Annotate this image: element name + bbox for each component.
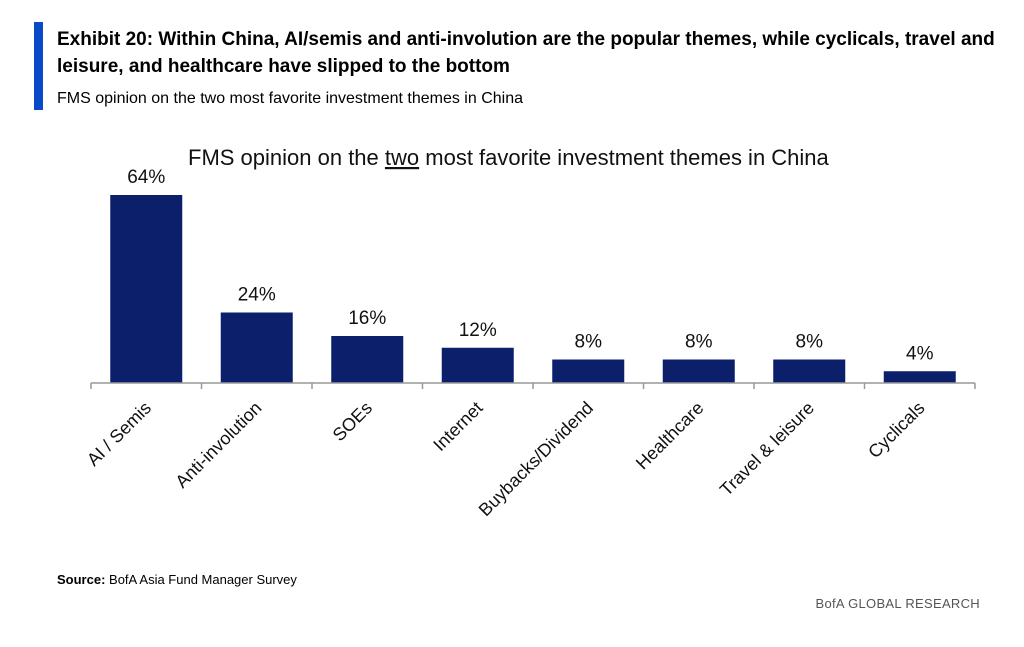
bar-1 (220, 312, 293, 383)
bar-7 (883, 371, 956, 383)
bars-layer (110, 195, 956, 383)
source-text: BofA Asia Fund Manager Survey (109, 572, 297, 587)
x-tick-label-6: Travel & leisure (716, 398, 818, 500)
bar-value-label-3: 12% (459, 320, 497, 341)
x-tick-label-1: Anti-involution (171, 398, 265, 492)
chart-title-before: FMS opinion on the (188, 145, 385, 170)
bar-6 (773, 359, 846, 383)
bar-value-label-2: 16% (348, 308, 386, 329)
bar-value-label-5: 8% (685, 332, 713, 353)
chart-title-emphasis: two (385, 145, 419, 170)
bar-4 (552, 359, 625, 383)
x-tick-label-3: Internet (429, 398, 486, 455)
exhibit-accent-bar (34, 22, 43, 110)
bar-value-label-7: 4% (906, 343, 934, 364)
bar-0 (110, 195, 183, 383)
x-tick-label-0: AI / Semis (83, 398, 155, 470)
x-tick-label-2: SOEs (329, 398, 376, 445)
chart-title: FMS opinion on the two most favorite inv… (188, 145, 830, 170)
bar-value-label-6: 8% (796, 332, 824, 353)
bar-value-label-4: 8% (575, 332, 603, 353)
exhibit-title: Exhibit 20: Within China, AI/semis and a… (57, 29, 995, 77)
bar-chart: FMS opinion on the two most favorite inv… (83, 145, 976, 520)
bar-2 (331, 336, 404, 383)
x-axis (90, 382, 976, 389)
bar-5 (662, 359, 735, 383)
bar-3 (441, 347, 514, 383)
x-tick-label-5: Healthcare (632, 398, 708, 474)
source-label: Source: (57, 572, 106, 587)
bar-value-label-0: 64% (127, 167, 165, 188)
bar-value-label-1: 24% (238, 285, 276, 306)
x-tick-label-4: Buybacks/Dividend (475, 398, 597, 520)
brand-mark: BofA GLOBAL RESEARCH (815, 596, 980, 611)
source-note: Source: BofA Asia Fund Manager Survey (57, 571, 297, 589)
value-labels-layer: 64% 24% 16% 12% 8% 8% 8% 4% (127, 167, 933, 364)
x-tick-labels-layer: AI / Semis Anti-involution SOEs InternetBuy… (83, 398, 929, 520)
chart-title-after: most favorite investment themes in China (419, 145, 829, 170)
x-tick-label-7: Cyclicals (864, 398, 928, 462)
exhibit-subtitle: FMS opinion on the two most favorite inv… (57, 90, 523, 107)
